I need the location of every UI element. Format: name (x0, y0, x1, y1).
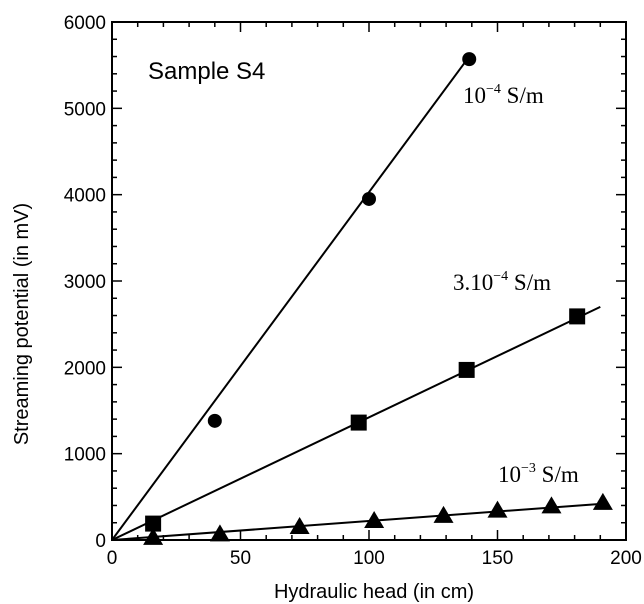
x-tick-label: 100 (353, 548, 385, 569)
x-axis-title: Hydraulic head (in cm) (274, 581, 474, 603)
fit-line-triangle (111, 502, 603, 541)
y-tick-label: 1000 (64, 445, 106, 466)
x-tick-label: 150 (482, 548, 514, 569)
data-point-circle (362, 191, 376, 206)
y-tick-label: 6000 (64, 13, 106, 34)
x-tick-label: 200 (610, 548, 642, 569)
data-point-triangle (487, 500, 508, 518)
data-point-circle (462, 52, 477, 67)
series-label-3e-4: 3.10−4 S/m (453, 269, 551, 295)
fit-line-circle (111, 55, 471, 541)
y-tick-label: 4000 (64, 186, 106, 207)
data-point-square (350, 414, 367, 431)
x-tick-label: 0 (107, 548, 118, 569)
y-tick-label: 5000 (64, 99, 106, 120)
data-point-triangle (209, 524, 230, 542)
data-point-square (458, 361, 475, 378)
data-point-triangle (433, 505, 454, 523)
y-tick-label: 0 (95, 531, 106, 552)
data-point-triangle (592, 492, 613, 510)
data-point-square (145, 515, 162, 532)
x-tick-label: 50 (230, 548, 251, 569)
series-label-1e-4: 10−4 S/m (463, 82, 544, 108)
y-tick-label: 3000 (64, 272, 106, 293)
y-axis-title: Streaming potential (in mV) (11, 203, 33, 445)
data-point-square (569, 308, 586, 325)
data-point-triangle (289, 517, 310, 535)
data-point-circle (207, 413, 222, 428)
data-point-triangle (143, 527, 164, 545)
series-label-1e-3: 10−3 S/m (498, 461, 579, 487)
data-point-triangle (364, 511, 385, 529)
y-tick-label: 2000 (64, 358, 106, 379)
sample-annotation: Sample S4 (148, 58, 265, 85)
data-point-triangle (541, 496, 562, 514)
